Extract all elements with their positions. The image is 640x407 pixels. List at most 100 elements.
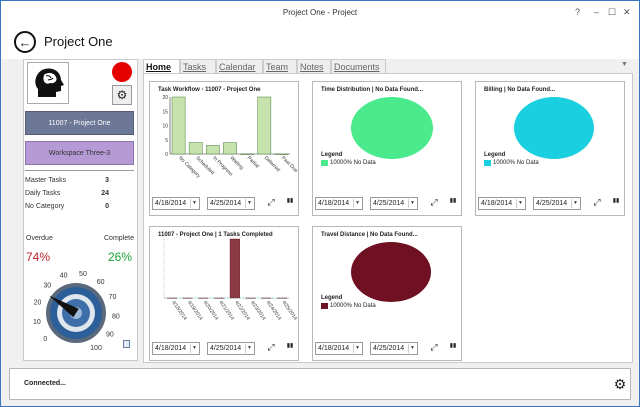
gauge-needle[interactable] [49,295,79,318]
bar [188,142,203,155]
expand-icon[interactable]: ⤢ [430,342,438,352]
card-footer: 4/18/2014 ▼ 4/25/2014 ▼ ⤢ ▮▮ [150,340,300,360]
chevron-down-icon[interactable]: ▼ [408,199,416,208]
tab-bar: Home Tasks Calendar Team Notes Documents [143,59,631,74]
end-date-value: 4/25/2014 [373,200,405,207]
end-date-picker[interactable]: 4/25/2014 ▼ [207,342,255,355]
x-tick-label: 4/21/2014 [217,300,235,322]
expand-icon[interactable]: ⤢ [267,342,275,352]
expand-icon[interactable]: ⤢ [593,197,601,207]
bar [257,96,272,155]
tab-tasks[interactable]: Tasks [180,59,216,74]
x-tick-label: 4/18/2014 [170,300,188,322]
gauge-tick-label: 70 [109,294,117,301]
chevron-down-icon[interactable]: ▼ [190,344,198,353]
chevron-down-icon[interactable]: ▼ [516,199,524,208]
start-date-value: 4/18/2014 [481,200,513,207]
start-date-picker[interactable]: 4/18/2014 ▼ [152,197,200,210]
end-date-value: 4/25/2014 [373,345,405,352]
gauge-tick-label: 50 [79,271,87,278]
end-date-picker[interactable]: 4/25/2014 ▼ [370,342,418,355]
overdue-label: Overdue [26,235,53,242]
tab-documents[interactable]: Documents [331,59,386,74]
gauge-calendar-icon[interactable] [123,340,130,348]
chevron-down-icon[interactable]: ▼ [245,199,253,208]
legend-label: 10000% No Data [330,303,376,309]
chevron-down-icon[interactable]: ▼ [571,199,579,208]
gauge-tick-label: 20 [34,299,42,306]
gear-icon[interactable]: ⚙ [613,376,627,392]
maximize-button[interactable]: ☐ [608,7,617,17]
end-date-picker[interactable]: 4/25/2014 ▼ [370,197,418,210]
gauge-tick-label: 10 [33,319,41,326]
bar-chart-icon[interactable]: ▮▮ [449,343,457,349]
legend-swatch [321,160,328,166]
complete-label: Complete [104,235,134,242]
card-title: 11007 - Project One | 1 Tasks Completed [158,232,273,238]
end-date-picker[interactable]: 4/25/2014 ▼ [533,197,581,210]
bar-chart-icon[interactable]: ▮▮ [449,198,457,204]
travel-distance-card: Travel Distance | No Data Found... Legen… [312,226,462,361]
card-title: Billing | No Data Found... [484,87,556,93]
end-date-picker[interactable]: 4/25/2014 ▼ [207,197,255,210]
card-title: Task Workflow - 11007 - Project One [158,87,261,93]
start-date-picker[interactable]: 4/18/2014 ▼ [315,197,363,210]
help-button[interactable]: ? [575,7,581,17]
end-date-value: 4/25/2014 [210,345,242,352]
completion-gauge[interactable]: 0 10 20 30 40 50 60 70 80 90 100 [24,265,137,360]
pie-slice-no-data [351,242,431,302]
stat-value: 0 [105,203,109,210]
workspace-button[interactable]: Workspace Three-3 [25,141,134,165]
expand-icon[interactable]: ⤢ [430,197,438,207]
gauge-tick-label: 80 [112,313,120,320]
start-date-value: 4/18/2014 [318,200,350,207]
tab-overflow-dropdown-icon[interactable]: ▼ [621,61,628,68]
chevron-down-icon[interactable]: ▼ [245,344,253,353]
task-workflow-card: Task Workflow - 11007 - Project One 0 5 10… [149,81,299,216]
x-tick-label: 4/22/2014 [233,300,251,322]
x-tick-label: Past Due [280,155,299,174]
bar-chart-icon[interactable]: ▮▮ [612,198,620,204]
start-date-value: 4/18/2014 [155,345,187,352]
title-bar: Project One - Project ? – ☐ ✕ [1,1,639,25]
tab-team[interactable]: Team [263,59,297,74]
bar [171,96,186,155]
tasks-completed-chart: 4/18/20144/19/20144/20/20144/21/20144/22… [163,238,298,322]
back-arrow-icon[interactable]: ← [14,31,36,53]
tasks-completed-card: 11007 - Project One | 1 Tasks Completed … [149,226,299,361]
gears-icon[interactable]: ⚙ [112,85,132,105]
overdue-value: 74% [26,250,51,264]
complete-value: 26% [108,250,133,264]
legend-swatch [321,303,328,309]
chevron-down-icon[interactable]: ▼ [353,344,361,353]
expand-icon[interactable]: ⤢ [267,197,275,207]
bar [229,238,240,299]
legend-title: Legend [484,152,506,158]
x-tick-label: 4/23/2014 [249,300,267,322]
bar-chart-icon[interactable]: ▮▮ [286,343,294,349]
legend-title: Legend [321,152,343,158]
close-button[interactable]: ✕ [623,7,631,17]
tab-notes[interactable]: Notes [297,59,331,74]
legend-swatch [484,160,491,166]
head-profile-icon [27,62,69,104]
chevron-down-icon[interactable]: ▼ [190,199,198,208]
start-date-picker[interactable]: 4/18/2014 ▼ [478,197,526,210]
tab-home[interactable]: Home [143,59,180,74]
stat-label: No Category [25,203,65,210]
project-button[interactable]: 11007 - Project One [25,111,134,135]
tab-calendar[interactable]: Calendar [216,59,263,74]
card-footer: 4/18/2014 ▼ 4/25/2014 ▼ ⤢ ▮▮ [476,195,626,215]
chevron-down-icon[interactable]: ▼ [408,344,416,353]
chevron-down-icon[interactable]: ▼ [353,199,361,208]
stat-master-tasks: Master Tasks 3 [25,177,125,184]
dashboard-content: Task Workflow - 11007 - Project One 0 5 10… [143,73,633,363]
stat-value: 24 [101,190,109,197]
start-date-picker[interactable]: 4/18/2014 ▼ [152,342,200,355]
minimize-button[interactable]: – [594,7,600,17]
start-date-picker[interactable]: 4/18/2014 ▼ [315,342,363,355]
bar [274,153,289,155]
bar-chart-icon[interactable]: ▮▮ [286,198,294,204]
x-tick-label: Waiting [229,155,245,171]
start-date-value: 4/18/2014 [155,200,187,207]
